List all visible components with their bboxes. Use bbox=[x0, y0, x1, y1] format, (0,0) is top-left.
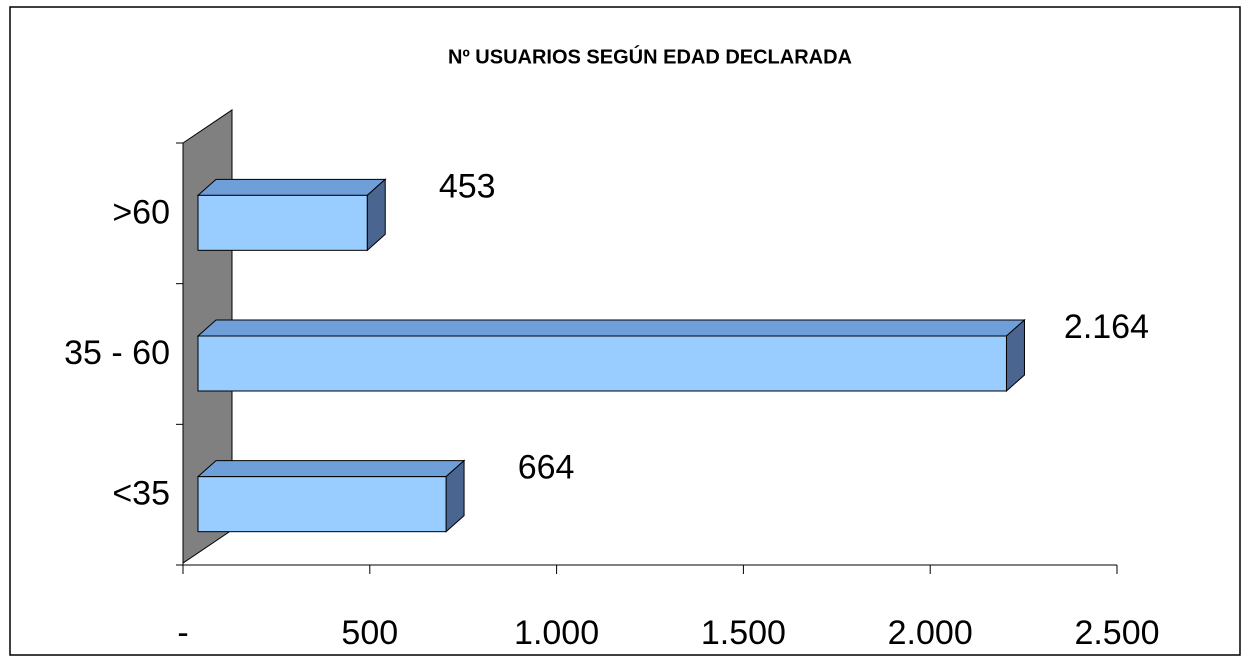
x-tick-label: 1.500 bbox=[701, 614, 786, 652]
x-tick-label: - bbox=[177, 614, 188, 652]
bar-top bbox=[196, 319, 1026, 337]
value-label: 664 bbox=[518, 449, 575, 487]
x-tick-label: 2.500 bbox=[1074, 614, 1159, 652]
bar bbox=[197, 476, 447, 533]
bar-top bbox=[196, 460, 466, 478]
bar bbox=[197, 335, 1007, 392]
x-tick-label: 1.000 bbox=[514, 614, 599, 652]
bar bbox=[197, 194, 368, 251]
y-tick-label: 35 - 60 bbox=[64, 334, 170, 372]
chart-title: Nº USUARIOS SEGÚN EDAD DECLARADA bbox=[448, 44, 852, 68]
x-tick-label: 2.000 bbox=[888, 614, 973, 652]
bar-top bbox=[196, 178, 387, 196]
value-label: 2.164 bbox=[1064, 308, 1149, 346]
y-tick-label: >60 bbox=[112, 193, 170, 231]
x-tick-label: 500 bbox=[341, 614, 398, 652]
value-label: 453 bbox=[439, 167, 496, 205]
y-tick-label: <35 bbox=[112, 475, 170, 513]
